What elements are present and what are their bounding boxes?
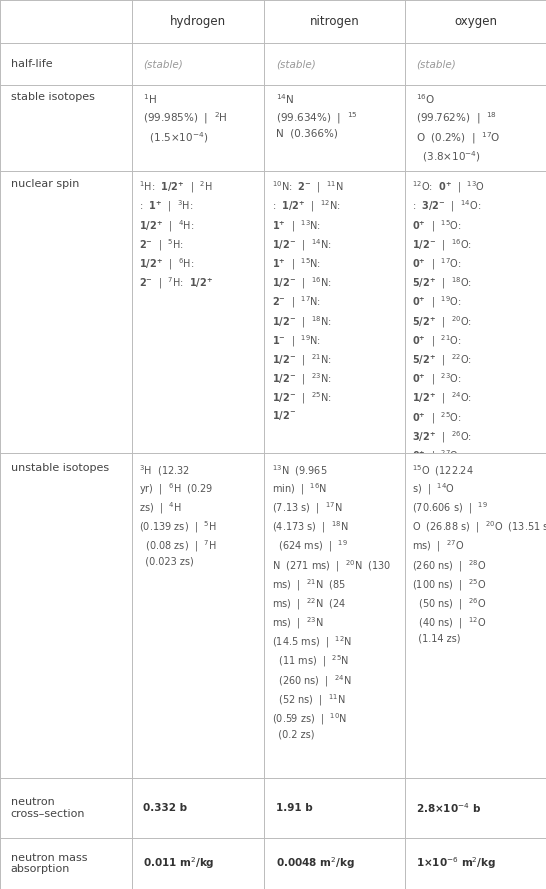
Text: $^{14}$N
(99.634%)  |  $^{15}$
N  (0.366%): $^{14}$N (99.634%) | $^{15}$ N (0.366%): [276, 92, 357, 139]
Text: $^{16}$O
(99.762%)  |  $^{18}$
O  (0.2%)  |  $^{17}$O
  (3.8×10$^{-4}$): $^{16}$O (99.762%) | $^{18}$ O (0.2%) | …: [417, 92, 501, 164]
Text: 1.91 b: 1.91 b: [276, 803, 312, 813]
Text: oxygen: oxygen: [454, 15, 497, 28]
Text: 0.0048 m$^{2}$/kg: 0.0048 m$^{2}$/kg: [276, 855, 354, 871]
Text: nuclear spin: nuclear spin: [10, 180, 79, 189]
Text: 2.8×10$^{-4}$ b: 2.8×10$^{-4}$ b: [417, 801, 482, 814]
Text: $^{1}$H:  $\mathbf{1/2^{+}}$  |  $^{2}$H
:  $\mathbf{1^{+}}$  |  $^{3}$H:
$\math: $^{1}$H: $\mathbf{1/2^{+}}$ | $^{2}$H : …: [139, 180, 213, 292]
Text: (stable): (stable): [143, 59, 182, 69]
Text: half-life: half-life: [10, 59, 52, 69]
Text: $^{12}$O:  $\mathbf{0^{+}}$  |  $^{13}$O
:  $\mathbf{3/2^{-}}$  |  $^{14}$O:
$\m: $^{12}$O: $\mathbf{0^{+}}$ | $^{13}$O : …: [412, 180, 485, 500]
Text: unstable isotopes: unstable isotopes: [10, 463, 109, 473]
Text: 0.332 b: 0.332 b: [143, 803, 187, 813]
Text: $^{10}$N:  $\mathbf{2^{-}}$  |  $^{11}$N
:  $\mathbf{1/2^{+}}$  |  $^{12}$N:
$\m: $^{10}$N: $\mathbf{2^{-}}$ | $^{11}$N : …: [271, 180, 343, 422]
Text: stable isotopes: stable isotopes: [10, 92, 94, 102]
Text: 0.011 m$^{2}$/kg: 0.011 m$^{2}$/kg: [143, 855, 215, 871]
Text: neutron
cross–section: neutron cross–section: [10, 797, 85, 819]
Text: hydrogen: hydrogen: [170, 15, 227, 28]
Text: (stable): (stable): [276, 59, 316, 69]
Text: $^{15}$O  (122.24
s)  |  $^{14}$O
(70.606 s)  |  $^{19}$
O  (26.88 s)  |  $^{20}: $^{15}$O (122.24 s) | $^{14}$O (70.606 s…: [412, 463, 546, 644]
Text: nitrogen: nitrogen: [310, 15, 360, 28]
Text: neutron mass
absorption: neutron mass absorption: [10, 853, 87, 874]
Text: (stable): (stable): [417, 59, 456, 69]
Text: $^{3}$H  (12.32
yr)  |  $^{6}$H  (0.29
zs)  |  $^{4}$H
(0.139 zs)  |  $^{5}$H
  : $^{3}$H (12.32 yr) | $^{6}$H (0.29 zs) |…: [139, 463, 216, 567]
Text: $^{1}$H
(99.985%)  |  $^{2}$H
  (1.5×10$^{-4}$): $^{1}$H (99.985%) | $^{2}$H (1.5×10$^{-4…: [143, 92, 228, 145]
Text: $^{13}$N  (9.965
min)  |  $^{16}$N
(7.13 s)  |  $^{17}$N
(4.173 s)  |  $^{18}$N
: $^{13}$N (9.965 min) | $^{16}$N (7.13 s)…: [271, 463, 391, 740]
Text: 1×10$^{-6}$ m$^{2}$/kg: 1×10$^{-6}$ m$^{2}$/kg: [417, 855, 497, 871]
